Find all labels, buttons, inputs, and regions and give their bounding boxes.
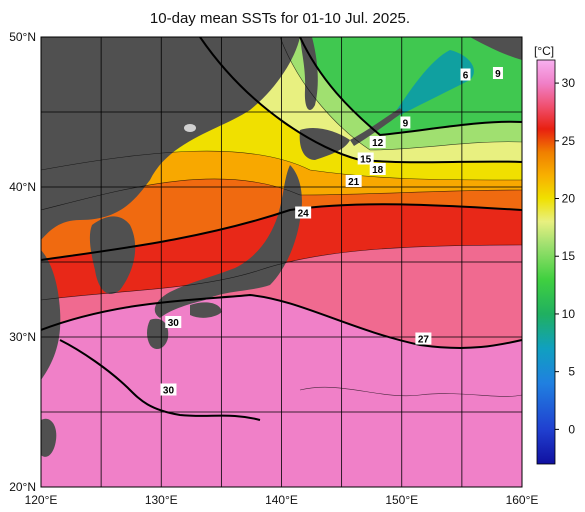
contour-label: 9 xyxy=(492,67,503,80)
colorbar-tick-label: 5 xyxy=(568,365,575,379)
contour-label: 24 xyxy=(295,206,312,220)
contour-label: 6 xyxy=(460,68,471,82)
land-kamchatka xyxy=(470,37,522,60)
thin-contour-lines xyxy=(41,37,522,397)
land-kyushu xyxy=(147,318,169,350)
contour-label: 9 xyxy=(400,116,411,130)
land-honshu xyxy=(154,165,302,318)
land-shikoku xyxy=(190,302,222,318)
contour-label-bg xyxy=(415,332,432,345)
map-area xyxy=(41,37,522,487)
land-island-ice xyxy=(184,124,196,132)
contour-label-text: 6 xyxy=(463,71,469,82)
contour-label-text: 24 xyxy=(298,209,310,220)
y-tick-label: 30°N xyxy=(9,330,36,344)
colorbar-unit: [°C] xyxy=(534,44,554,58)
contour-label-text: 27 xyxy=(418,335,430,346)
sea-zone-9 xyxy=(390,50,474,120)
y-tick-label: 40°N xyxy=(9,180,36,194)
contour-label-bg xyxy=(460,68,471,81)
contour-label-text: 21 xyxy=(348,177,360,188)
contour-label-bg xyxy=(369,136,386,148)
colorbar-tick-label: 10 xyxy=(562,307,576,321)
contour-label-text: 9 xyxy=(403,119,409,130)
contour-label-bg xyxy=(345,175,362,187)
contour-label-bg xyxy=(492,67,503,79)
y-tick-label: 20°N xyxy=(9,480,36,494)
contour-label-bg xyxy=(165,316,182,328)
contour-label: 30 xyxy=(165,316,182,329)
colorbar-tick-label: 15 xyxy=(562,249,576,263)
contour-label-text: 30 xyxy=(168,318,180,329)
contour-label-bg xyxy=(160,383,177,396)
colorbar-tick-label: 25 xyxy=(562,134,576,148)
axis-ticks: 120°E 130°E 140°E 150°E 160°E 20°N 30°N 40°N 50°… xyxy=(9,30,538,507)
x-tick-label: 120°E xyxy=(25,493,58,507)
contour-label-text: 15 xyxy=(360,155,372,166)
colorbar xyxy=(536,59,556,465)
x-tick-label: 160°E xyxy=(506,493,539,507)
contour-label-bg xyxy=(357,152,374,165)
contour-label-text: 30 xyxy=(163,386,175,397)
contour-label-text: 12 xyxy=(372,138,384,149)
land-sakhalin xyxy=(300,37,318,110)
map-frame xyxy=(40,36,523,488)
x-tick-label: 130°E xyxy=(145,493,178,507)
contour-label: 30 xyxy=(160,383,177,397)
contour-label-bg xyxy=(369,163,386,175)
colorbar-tick-label: 30 xyxy=(562,76,576,90)
contour-label-bg xyxy=(400,116,411,129)
map-title: 10-day mean SSTs for 01-10 Jul. 2025. xyxy=(149,10,411,27)
x-tick-label: 140°E xyxy=(265,493,298,507)
x-tick-label: 150°E xyxy=(385,493,418,507)
colorbar-tick-label: 20 xyxy=(562,192,576,206)
land-asia xyxy=(41,37,300,240)
land-china-coast xyxy=(41,250,61,380)
colorbar-tick-label: 0 xyxy=(568,422,575,436)
land-kurils xyxy=(350,108,403,146)
contour-label: 12 xyxy=(369,136,386,149)
contour-label-text: 18 xyxy=(372,165,384,176)
contour-label: 27 xyxy=(415,332,432,346)
colorbar-ticks: 0 5 10 15 20 25 30 xyxy=(555,76,575,436)
land-taiwan xyxy=(41,418,57,457)
contour-label: 18 xyxy=(369,163,386,176)
land-hokkaido xyxy=(299,128,350,160)
map-grid xyxy=(41,37,522,487)
contour-label-text: 9 xyxy=(495,69,501,80)
y-tick-label: 50°N xyxy=(9,30,36,44)
contour-label: 21 xyxy=(345,175,362,188)
contour-label: 15 xyxy=(357,152,374,166)
contour-label-bg xyxy=(295,206,312,219)
